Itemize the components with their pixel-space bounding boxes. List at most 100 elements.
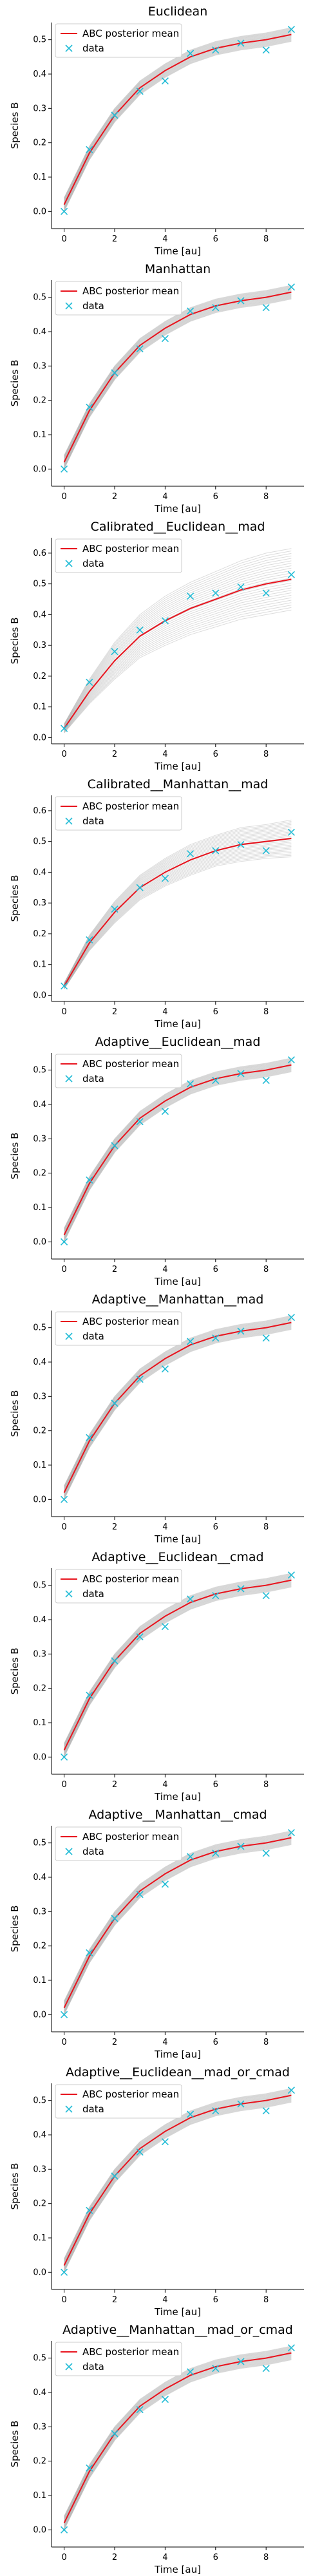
posterior-sample-line xyxy=(64,575,292,728)
chart-title: Adaptive__Manhattan__cmad xyxy=(88,1808,267,1822)
posterior-sample-line xyxy=(64,1320,292,1491)
posterior-sample-line xyxy=(64,1844,292,2015)
posterior-sample-line xyxy=(64,1062,292,1233)
data-point-stroke xyxy=(61,2526,68,2533)
x-tick-label: 8 xyxy=(263,2038,269,2047)
posterior-sample-line xyxy=(64,295,292,466)
posterior-sample-line xyxy=(64,29,292,200)
x-tick-label: 8 xyxy=(263,1522,269,1532)
posterior-sample-line xyxy=(64,33,292,204)
data-point xyxy=(262,847,270,855)
data-point xyxy=(187,850,194,858)
posterior-mean-line xyxy=(63,1579,292,1751)
posterior-sample-line xyxy=(64,1063,292,1234)
posterior-sample-line xyxy=(64,41,292,212)
posterior-sample-line xyxy=(64,286,292,457)
y-tick-label: 0.3 xyxy=(33,1907,46,1917)
y-tick-label: 0.6 xyxy=(33,549,46,558)
posterior-sample-line xyxy=(64,1582,292,1754)
chart-panel: Adaptive__Manhattan__mad 0 2 4 6 8 0.0 0.1 0.2 0.… xyxy=(9,1293,304,1545)
data-point xyxy=(61,1238,68,1245)
x-axis-label: Time [au] xyxy=(154,2564,201,2575)
data-point xyxy=(212,1334,220,1342)
data-point xyxy=(161,1623,169,1631)
x-tick-label: 0 xyxy=(61,1007,66,1017)
legend: ABC posterior mean data xyxy=(55,1054,182,1088)
posterior-sample-line xyxy=(64,835,292,986)
posterior-sample-line xyxy=(64,592,292,731)
x-tick-label: 6 xyxy=(213,1522,218,1532)
x-tick-label: 0 xyxy=(61,234,66,244)
y-tick-label: 0.0 xyxy=(33,2525,46,2535)
posterior-sample-line xyxy=(64,2347,292,2517)
posterior-sample-line xyxy=(64,2355,292,2526)
data-point xyxy=(136,88,144,95)
data-point-stroke xyxy=(136,626,144,634)
y-tick-label: 0.5 xyxy=(33,1323,46,1333)
data-point xyxy=(136,1633,144,1641)
data-point-stroke xyxy=(161,1880,169,1888)
posterior-sample-line xyxy=(64,1832,292,2003)
x-tick-label: 0 xyxy=(61,2553,66,2562)
x-tick-label: 2 xyxy=(112,234,117,244)
data-point xyxy=(287,26,295,33)
y-tick-label: 0.4 xyxy=(33,2130,46,2140)
posterior-sample-line xyxy=(64,35,292,207)
y-axis-label: Species B xyxy=(9,1133,21,1180)
posterior-sample-line xyxy=(64,567,292,727)
data-point-stroke xyxy=(287,1056,295,1064)
posterior-sample-line xyxy=(64,819,292,983)
data-point-stroke xyxy=(212,589,220,597)
legend: ABC posterior mean data xyxy=(55,23,182,58)
data-point xyxy=(86,678,93,687)
data-point-stroke xyxy=(161,2396,169,2403)
posterior-sample-line xyxy=(64,2347,292,2518)
data-point xyxy=(212,1850,220,1857)
data-point-stroke xyxy=(61,982,68,990)
data-point-stroke xyxy=(86,2206,93,2214)
data-point xyxy=(187,50,194,57)
data-point-stroke xyxy=(212,304,220,312)
data-point-stroke xyxy=(86,1691,93,1699)
data-point xyxy=(86,1949,93,1956)
y-tick-label: 0.4 xyxy=(33,1358,46,1367)
posterior-sample-line xyxy=(64,1319,292,1490)
y-tick-label: 0.4 xyxy=(33,1615,46,1625)
posterior-sample-line xyxy=(64,2101,292,2272)
data-point-stroke xyxy=(61,1753,68,1761)
data-point-stroke xyxy=(287,26,295,33)
posterior-sample-line xyxy=(64,297,292,468)
data-point xyxy=(187,1338,194,1345)
posterior-mean-line xyxy=(63,1064,292,1236)
data-point xyxy=(287,571,295,578)
data-point xyxy=(237,1327,245,1335)
posterior-sample-line xyxy=(64,600,292,732)
posterior-sample-line xyxy=(64,2354,292,2525)
posterior-sample-line xyxy=(64,1066,292,1237)
x-tick-label: 4 xyxy=(162,2295,167,2305)
legend-entry-label: data xyxy=(82,558,104,569)
y-tick-label: 0.1 xyxy=(33,2491,46,2501)
data-point xyxy=(136,1118,144,1126)
y-tick-label: 0.2 xyxy=(33,138,46,148)
posterior-sample-line xyxy=(64,1068,292,1239)
posterior-sample-line xyxy=(64,1834,292,2005)
data-point-stroke xyxy=(187,1080,194,1088)
y-tick-label: 0.5 xyxy=(33,1581,46,1591)
posterior-sample-line xyxy=(64,2355,292,2526)
data-point-stroke xyxy=(287,283,295,291)
posterior-sample-line xyxy=(64,37,292,208)
posterior-sample-line xyxy=(64,563,292,726)
legend-marker-swatch xyxy=(65,560,73,567)
posterior-sample-line xyxy=(64,294,292,465)
legend-box xyxy=(55,2342,182,2376)
posterior-sample-line xyxy=(64,1318,292,1490)
x-tick-label: 2 xyxy=(112,750,117,759)
x-tick-label: 2 xyxy=(112,1265,117,1274)
data-point-stroke xyxy=(262,2365,270,2372)
data-point-stroke xyxy=(86,1949,93,1956)
posterior-sample-line xyxy=(64,1066,292,1237)
posterior-sample-line xyxy=(64,2350,292,2521)
posterior-sample-line xyxy=(64,1318,292,1489)
data-point xyxy=(111,905,118,913)
